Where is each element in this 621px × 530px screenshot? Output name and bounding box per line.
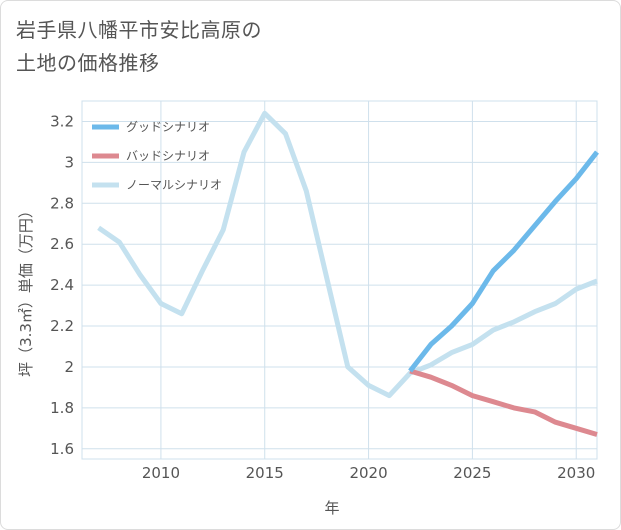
good-scenario-line [408, 150, 599, 373]
legend: グッドシナリオ バッドシナリオ ノーマルシナリオ [92, 120, 222, 192]
x-tick-label: 2010 [142, 464, 180, 482]
legend-label-good: グッドシナリオ [126, 120, 210, 134]
plot-area [81, 100, 598, 460]
y-tick-label: 3 [64, 153, 74, 171]
chart-title: 岩手県八幡平市安比高原の 土地の価格推移 [16, 14, 436, 80]
y-tick-label: 3.2 [50, 112, 74, 130]
y-tick-label: 2.2 [50, 317, 74, 335]
y-axis-label: 坪（3.3㎡）単価（万円） [17, 203, 35, 377]
y-tick-labels: 1.6 1.8 2 2.2 2.4 2.6 2.8 3 3.2 [50, 112, 74, 457]
x-tick-label: 2025 [453, 464, 491, 482]
chart-title-line-1: 岩手県八幡平市安比高原の [16, 18, 262, 42]
bad-scenario-line [409, 368, 598, 437]
y-tick-label: 1.6 [50, 440, 74, 458]
x-tick-labels: 2010 2015 2020 2025 2030 [142, 464, 596, 482]
y-tick-label: 2.4 [50, 276, 74, 294]
legend-label-bad: バッドシナリオ [126, 149, 210, 163]
legend-item-bad: バッドシナリオ [92, 149, 210, 163]
x-tick-label: 2020 [349, 464, 387, 482]
y-tick-label: 2.8 [50, 194, 74, 212]
legend-label-normal: ノーマルシナリオ [126, 178, 222, 192]
y-tick-label: 2 [64, 358, 74, 376]
x-tick-label: 2015 [246, 464, 284, 482]
x-tick-label: 2030 [557, 464, 595, 482]
normal-scenario-line [97, 110, 598, 399]
chart-title-line-2: 土地の価格推移 [16, 51, 160, 75]
legend-item-normal: ノーマルシナリオ [92, 178, 222, 192]
series-lines [97, 110, 599, 437]
legend-item-good: グッドシナリオ [92, 120, 210, 134]
y-tick-label: 1.8 [50, 399, 74, 417]
y-tick-label: 2.6 [50, 235, 74, 253]
x-axis-label: 年 [324, 499, 339, 517]
